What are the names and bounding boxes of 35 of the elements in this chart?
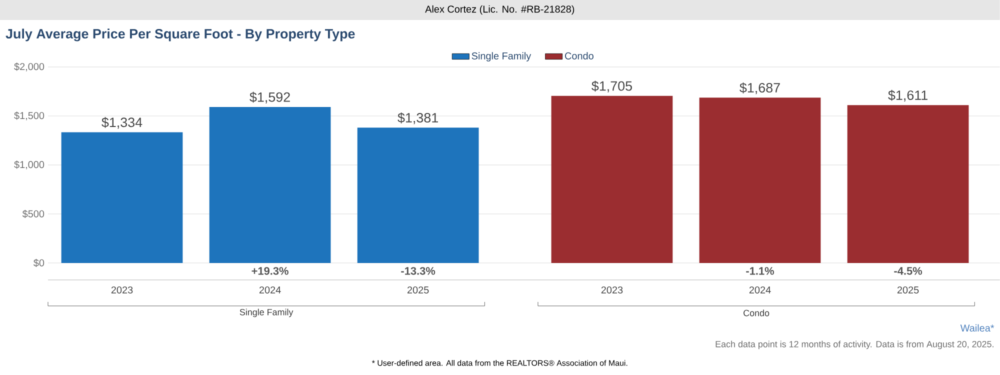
- legend-label: Single Family: [472, 52, 532, 62]
- bar: [551, 96, 673, 263]
- chart-title: July Average Price Per Square Foot - By Property Type: [6, 28, 355, 42]
- text: Each data point is 12 months of activity. Data is from August 20, 2025.: [716, 340, 994, 350]
- text: Single Family: [240, 308, 294, 318]
- x-tick-label: 2025: [407, 286, 429, 294]
- data-label: $1,705: [592, 80, 632, 92]
- bar: [209, 106, 331, 263]
- legend-label: Condo: [565, 52, 594, 60]
- data-label: $1,687: [740, 82, 780, 94]
- text: Condo: [744, 310, 770, 316]
- text: -4.5%: [894, 267, 922, 275]
- text: Alex Cortez (Lic. No. #RB-21828): [425, 5, 574, 15]
- data-label: $1,592: [250, 92, 290, 104]
- bar: [357, 128, 479, 263]
- x-tick-label: 2024: [749, 286, 771, 294]
- text: Wailea*: [960, 324, 994, 332]
- x-tick-label: 2024: [259, 286, 281, 294]
- y-tick-label: $2,000: [14, 62, 44, 72]
- y-tick-label: $0: [34, 258, 44, 268]
- y-tick-label: $500: [22, 210, 44, 218]
- x-tick-label: 2025: [897, 286, 919, 294]
- text: +19.3%: [252, 267, 288, 275]
- bar: [699, 98, 821, 263]
- bar: [61, 132, 183, 263]
- text: -1.1%: [746, 267, 774, 275]
- data-label: $1,334: [102, 117, 142, 129]
- y-tick-label: $1,500: [14, 112, 44, 120]
- bar: [847, 105, 969, 263]
- y-tick-label: $1,000: [14, 160, 44, 170]
- text: -13.3%: [401, 267, 436, 275]
- x-tick-label: 2023: [601, 286, 623, 294]
- x-tick-label: 2023: [111, 286, 133, 294]
- data-label: $1,611: [888, 90, 928, 102]
- data-label: $1,381: [398, 112, 438, 124]
